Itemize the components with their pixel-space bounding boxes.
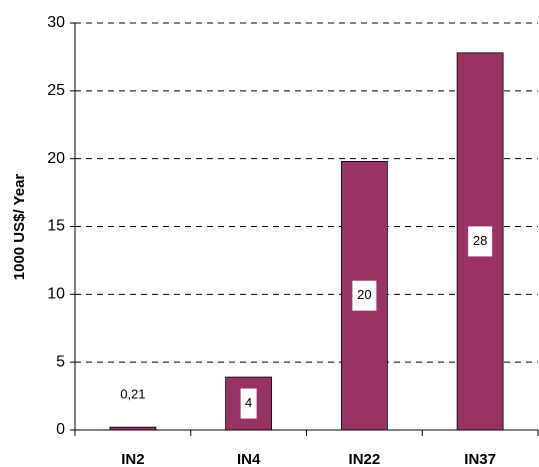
value-label: 0,21: [120, 387, 145, 402]
value-label-box: [240, 388, 257, 419]
y-tick-label: 20: [47, 150, 65, 167]
y-tick-label: 5: [56, 353, 65, 370]
value-label-box: [468, 226, 493, 257]
value-label-box: [352, 280, 377, 311]
value-label: 28: [473, 233, 487, 248]
x-tick-label: IN4: [237, 451, 261, 467]
y-tick-label: 10: [47, 286, 65, 303]
value-label: 4: [245, 395, 252, 410]
y-tick-label: 30: [47, 14, 65, 31]
y-axis-label: 1000 US$/ Year: [11, 174, 28, 281]
x-tick-label: IN22: [349, 451, 381, 467]
y-tick-label: 0: [56, 421, 65, 438]
y-tick-label: 15: [47, 218, 65, 235]
y-tick-label: 25: [47, 82, 65, 99]
bar: [109, 426, 157, 431]
value-label: 20: [357, 287, 371, 302]
x-tick-label: IN37: [464, 451, 496, 467]
x-tick-label: IN2: [121, 451, 144, 467]
